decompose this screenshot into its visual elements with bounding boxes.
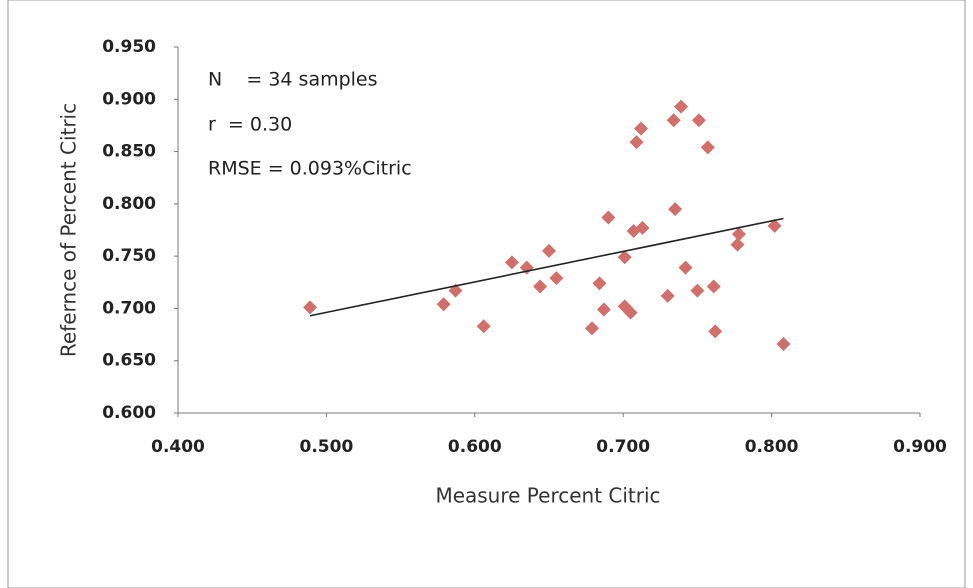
annotation: r = 0.30 bbox=[208, 114, 292, 136]
data-point bbox=[674, 99, 689, 114]
chart-frame bbox=[7, 0, 966, 588]
x-tick-label: 0.400 bbox=[151, 437, 205, 457]
data-point bbox=[678, 260, 693, 275]
x-tick-label: 0.500 bbox=[300, 437, 354, 457]
data-point bbox=[596, 302, 611, 317]
data-point bbox=[303, 300, 318, 315]
y-axis-title: Refernce of Percent Citric bbox=[57, 103, 81, 357]
data-point bbox=[660, 288, 675, 303]
y-tick-label: 0.700 bbox=[102, 298, 156, 318]
data-point bbox=[690, 283, 705, 298]
x-tick-label: 0.600 bbox=[448, 437, 502, 457]
data-point bbox=[730, 237, 745, 252]
data-point bbox=[708, 324, 723, 339]
data-point bbox=[623, 305, 638, 320]
data-point bbox=[549, 271, 564, 286]
data-point bbox=[585, 321, 600, 336]
data-point bbox=[533, 279, 548, 294]
y-tick-label: 0.600 bbox=[102, 403, 156, 423]
trend-line bbox=[309, 217, 784, 317]
data-point bbox=[436, 297, 451, 312]
data-point bbox=[617, 250, 632, 265]
annotation: RMSE = 0.093%Citric bbox=[208, 158, 412, 180]
data-point bbox=[666, 113, 681, 128]
data-point bbox=[504, 255, 519, 270]
x-tick-label: 0.800 bbox=[745, 437, 799, 457]
data-point bbox=[731, 227, 746, 242]
data-point bbox=[634, 121, 649, 136]
y-tick-label: 0.800 bbox=[102, 194, 156, 214]
data-point bbox=[476, 319, 491, 334]
data-point bbox=[592, 276, 607, 291]
y-tick-label: 0.650 bbox=[102, 351, 156, 371]
data-point bbox=[629, 135, 644, 150]
x-tick-label: 0.700 bbox=[596, 437, 650, 457]
y-tick-label: 0.850 bbox=[102, 142, 156, 162]
data-point bbox=[542, 243, 556, 258]
y-tick-label: 0.900 bbox=[102, 89, 156, 109]
data-point bbox=[700, 140, 715, 155]
y-tick-label: 0.950 bbox=[102, 37, 156, 57]
x-tick-label: 0.900 bbox=[893, 437, 947, 457]
y-tick-label: 0.750 bbox=[102, 246, 156, 266]
x-axis-title: Measure Percent Citric bbox=[435, 484, 660, 508]
data-point bbox=[635, 220, 650, 235]
annotation: N = 34 samples bbox=[208, 69, 378, 91]
data-point bbox=[767, 218, 782, 233]
data-point bbox=[706, 279, 721, 294]
data-point bbox=[691, 113, 706, 128]
data-point bbox=[668, 202, 683, 217]
data-point bbox=[601, 210, 616, 225]
data-point bbox=[776, 336, 791, 351]
